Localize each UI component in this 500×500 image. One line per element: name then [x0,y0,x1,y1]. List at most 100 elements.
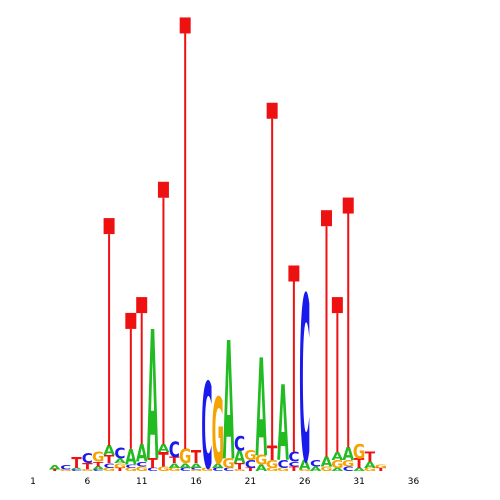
logo-letter-g: G [342,459,354,469]
logo-letter-a: A [125,446,137,470]
logo-letter-t: T [376,467,387,472]
x-tick-label: 31 [353,477,364,487]
logo-letter-a: A [179,462,191,470]
logo-letter-a: A [331,467,343,472]
logo-letter-a: A [353,467,365,472]
logo-letter-g: G [299,469,312,472]
logo-letter-t: T [354,457,365,472]
logo-letter-c: C [201,358,212,497]
logo-letter-c: C [60,463,71,471]
stem-cap-t [103,218,115,235]
logo-letter-a: A [299,458,311,473]
logo-letter-g: G [190,469,203,472]
logo-letter-g: G [92,450,104,465]
logo-letter-g: G [81,469,94,472]
logo-letter-c: C [212,467,223,472]
logo-letter-a: A [71,467,84,470]
stem-cap-t [179,17,191,34]
logo-letter-c: C [169,438,180,462]
logo-letter-t: T [104,454,114,466]
logo-letter-a: A [168,462,180,470]
logo-letter-c: C [190,467,201,470]
logo-letter-g: G [135,465,147,473]
stem-cap-t [342,197,354,214]
x-tick-label: 21 [245,477,256,487]
logo-letter-t: T [115,467,126,472]
logo-letter-c: C [299,250,310,500]
logo-letter-t: T [234,462,245,472]
logo-letter-g: G [266,467,278,472]
logo-letter-c: C [277,459,288,471]
logo-letter-c: C [136,460,147,468]
stem-cap-t [320,210,332,227]
logo-letter-g: G [364,467,376,472]
logo-letter-c: C [223,467,234,472]
logo-letter-t: T [245,467,256,472]
logo-letter-g: G [353,442,365,464]
stem-cap-t [266,102,278,119]
logo-letter-t: T [289,465,299,473]
logo-letter-g: G [222,457,234,472]
stem-cap-t [288,265,300,282]
logo-letter-g: G [59,469,72,472]
x-tick-label: 1 [30,477,36,487]
stem-cap-t [331,297,343,314]
logo-letter-a: A [92,466,104,471]
logo-letter-a: A [310,465,322,473]
logo-letter-a: A [103,444,115,459]
logo-letter-c: C [288,460,299,468]
logo-letter-a: A [190,462,202,470]
logo-letter-c: C [82,452,93,467]
logo-letter-g: G [157,465,169,473]
logo-letter-g: G [331,459,343,471]
logo-letter-a: A [114,457,126,465]
logo-letter-t: T [93,460,103,468]
x-tick-label: 11 [136,477,147,487]
logo-letter-a: A [147,293,159,500]
logo-letter-g: G [114,462,126,470]
x-tick-label: 26 [299,477,311,487]
logo-letter-g: G [266,459,278,471]
logo-letter-t: T [191,447,201,467]
logo-letter-a: A [255,330,267,487]
logo-letter-c: C [288,450,299,465]
stem-cap-t [157,181,169,198]
logo-letter-a: A [277,363,289,485]
logo-letter-g: G [179,446,191,468]
logo-letter-g: G [320,465,332,473]
logo-letter-c: C [71,469,82,472]
logo-letter-t: T [365,450,376,465]
logo-letter-a: A [158,443,171,455]
stem-cap-t [136,297,148,314]
logo-letter-g: G [375,464,387,469]
logo-letter-t: T [147,457,158,472]
logo-letter-c: C [343,465,354,473]
logo-letter-a: A [321,455,333,470]
logo-letter-g: G [233,469,246,472]
logo-letter-t: T [158,450,168,472]
logo-letter-a: A [342,444,354,464]
logo-letter-c: C [125,464,136,469]
logo-letter-c: C [147,467,158,472]
logo-letter-a: A [255,463,267,473]
logo-letter-t: T [169,455,180,465]
stem-cap-t [125,312,137,329]
logo-letter-t: T [82,462,93,472]
logo-letter-c: C [245,459,256,471]
logo-letter-a: A [223,309,235,498]
x-tick-label: 6 [84,477,90,487]
logo-letter-c: C [180,467,191,472]
logo-letter-c: C [104,462,115,470]
logo-letter-c: C [114,444,125,462]
logo-letter-g: G [125,467,137,472]
logo-letter-a: A [212,462,224,470]
logo-letter-a: A [364,460,376,470]
logo-letter-t: T [50,469,61,472]
x-tick-label: 36 [408,477,420,487]
logo-letter-c: C [93,469,104,472]
x-tick-label: 16 [190,477,202,487]
logo-letter-a: A [49,463,61,471]
logo-letter-c: C [310,459,321,469]
logo-letter-a: A [136,439,148,468]
